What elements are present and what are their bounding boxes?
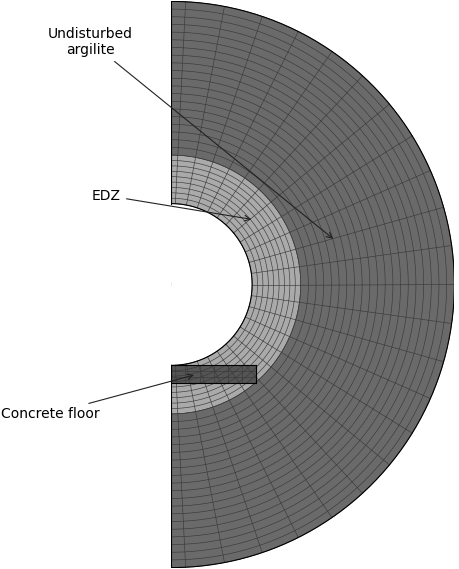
Text: Undisturbed
argilite: Undisturbed argilite [48, 27, 332, 238]
Text: Concrete floor: Concrete floor [0, 374, 193, 421]
Bar [22, 1, 171, 568]
Bar [13, 0, 171, 569]
Text: EDZ: EDZ [92, 188, 250, 221]
Wedge shape [160, 155, 301, 414]
Wedge shape [146, 1, 454, 568]
Wedge shape [164, 204, 252, 365]
Bar [171, 365, 256, 383]
